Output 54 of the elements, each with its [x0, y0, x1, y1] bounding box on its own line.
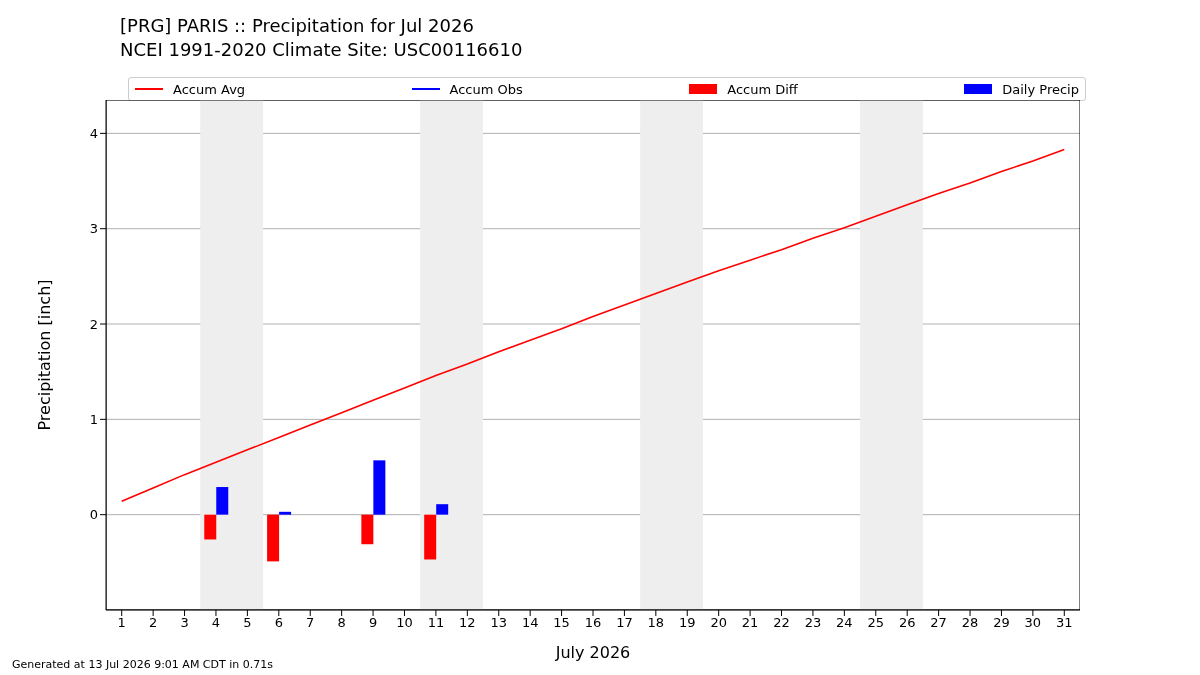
bar — [361, 514, 374, 545]
x-tick-label: 28 — [961, 615, 979, 631]
bar — [267, 514, 280, 562]
x-axis-title: July 2026 — [554, 643, 631, 662]
x-tick-label: 7 — [306, 615, 315, 631]
bar — [436, 504, 449, 515]
x-tick-label: 17 — [616, 615, 633, 631]
x-tick-label: 26 — [898, 615, 916, 631]
chart-subtitle: NCEI 1991-2020 Climate Site: USC00116610 — [120, 38, 523, 62]
x-tick-label: 30 — [1024, 615, 1042, 631]
x-tick-label: 18 — [647, 615, 665, 631]
x-tick-label: 22 — [773, 615, 790, 631]
x-tick-label: 24 — [836, 615, 853, 631]
x-tick-label: 19 — [678, 615, 696, 631]
line-series — [120, 148, 1066, 503]
y-tick-label: 4 — [89, 125, 98, 141]
chart-title: [PRG] PARIS :: Precipitation for Jul 2026 — [120, 14, 475, 38]
bar — [216, 487, 229, 515]
x-tick-label: 29 — [993, 615, 1010, 631]
y-tick-label: 2 — [89, 316, 98, 332]
x-tick-label: 23 — [804, 615, 822, 631]
x-tick-label: 9 — [368, 615, 378, 631]
x-tick-label: 3 — [180, 615, 189, 631]
x-tick-label: 15 — [553, 615, 570, 631]
x-tick-label: 31 — [1056, 615, 1073, 631]
x-tick-label: 1 — [117, 615, 126, 631]
x-tick-label: 4 — [211, 615, 221, 631]
x-tick-label: 16 — [584, 615, 602, 631]
legend-label: Accum Avg — [173, 81, 246, 97]
x-tick-label: 2 — [148, 615, 158, 631]
legend-label: Daily Precip — [1002, 81, 1079, 97]
legend-label: Accum Diff — [727, 81, 798, 97]
y-axis-title: Precipitation [inch] — [34, 279, 54, 431]
legend-label: Accum Obs — [449, 81, 523, 97]
x-tick-label: 5 — [243, 615, 252, 631]
bar — [424, 514, 437, 560]
x-tick-label: 14 — [521, 615, 539, 631]
x-tick-label: 27 — [930, 615, 947, 631]
y-tick-label: 3 — [89, 221, 98, 237]
bar — [204, 514, 217, 540]
x-tick-label: 21 — [741, 615, 759, 631]
x-tick-label: 8 — [337, 615, 346, 631]
bar — [373, 460, 386, 515]
x-tick-label: 10 — [396, 615, 413, 631]
y-tick-label: 1 — [89, 411, 98, 427]
x-tick-label: 13 — [490, 615, 508, 631]
x-tick-label: 12 — [459, 615, 476, 631]
x-tick-label: 11 — [427, 615, 445, 631]
x-tick-label: 25 — [867, 615, 885, 631]
y-tick-label: 0 — [89, 507, 98, 523]
bar — [279, 511, 292, 515]
x-tick-label: 6 — [274, 615, 283, 631]
x-tick-label: 20 — [710, 615, 727, 631]
text: Generated at 13 Jul 2026 9:01 AM CDT in 0.71s — [12, 658, 273, 671]
